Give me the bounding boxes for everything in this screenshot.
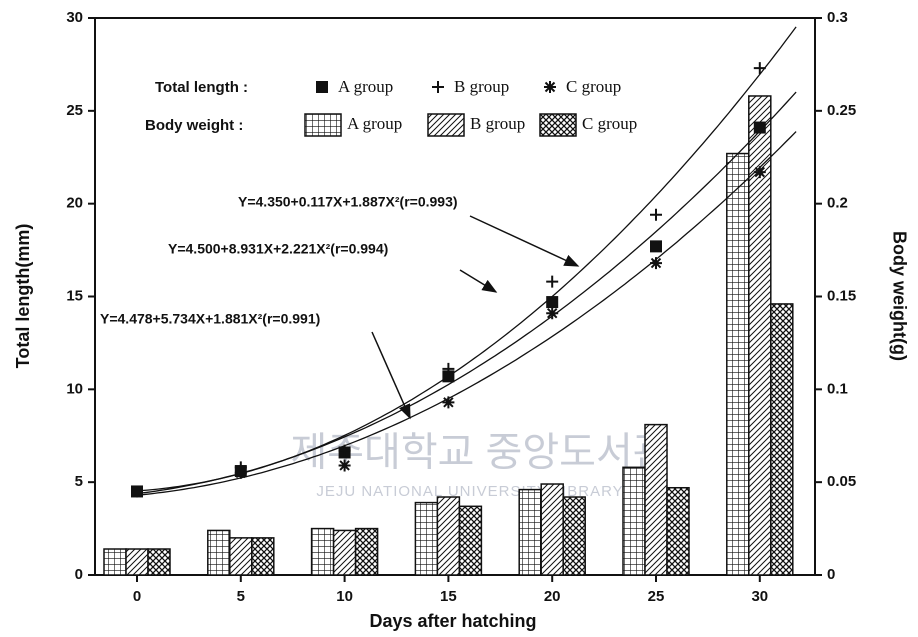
scatter-point [650, 257, 662, 270]
y2-tick-label: 0.05 [827, 473, 856, 490]
x-axis-label: Days after hatching [369, 611, 536, 631]
bar [726, 152, 750, 576]
y-axis-label: Total length(mm) [13, 224, 33, 369]
y2-tick-label: 0.1 [827, 380, 848, 397]
legend-swatch [539, 113, 577, 137]
y-tick-label: 25 [66, 102, 83, 119]
scatter-point [131, 485, 143, 498]
scatter-point [338, 444, 351, 457]
scatter-point [442, 396, 455, 409]
bar [332, 529, 357, 576]
arrow [469, 215, 580, 267]
bar [540, 483, 564, 576]
x-tick-label: 5 [237, 588, 245, 605]
legend-swatch [304, 113, 342, 137]
x-tick-label: 0 [133, 588, 141, 605]
bar [310, 527, 335, 576]
bar [770, 303, 794, 576]
bar [518, 488, 542, 576]
bar [103, 548, 127, 576]
legend-label: C group [566, 77, 621, 96]
y-tick-label: 0 [75, 566, 83, 583]
scatter-point [753, 121, 766, 134]
fit-curve [136, 26, 797, 492]
fit-curve [136, 131, 797, 496]
bar [125, 548, 149, 576]
y-tick-label: 10 [66, 380, 83, 397]
scatter-point [546, 296, 559, 309]
scatter-point [546, 307, 559, 320]
legend-marker [432, 81, 444, 93]
bar [562, 496, 586, 576]
x-tick-label: 15 [440, 588, 457, 605]
y2-tick-label: 0.3 [827, 9, 848, 26]
scatter-point [338, 459, 351, 472]
annotation: Y=4.350+0.117X+1.887X²(r=0.993) [238, 194, 458, 210]
legend-group-title: Body weight : [145, 117, 243, 134]
arrow [371, 331, 411, 420]
y2-tick-label: 0.15 [827, 287, 856, 304]
bar [414, 501, 439, 576]
legend-marker [316, 81, 328, 93]
scatter-point [442, 370, 455, 383]
annotation: Y=4.478+5.734X+1.881X²(r=0.991) [100, 311, 320, 327]
legend-label: B group [454, 77, 509, 96]
y-tick-label: 30 [66, 9, 83, 26]
watermark: 제주대학교 중앙도서관 [290, 431, 669, 475]
scatter-point [753, 166, 766, 179]
legend-marker [544, 81, 556, 93]
annotation: Y=4.500+8.931X+2.221X²(r=0.994) [168, 241, 388, 257]
bar [666, 486, 690, 576]
x-tick-label: 10 [336, 588, 353, 605]
arrow [459, 269, 498, 293]
bar [644, 423, 668, 576]
x-tick-label: 20 [544, 588, 561, 605]
scatter-point [546, 275, 559, 288]
legend-label: A group [347, 114, 402, 133]
x-tick-label: 30 [751, 588, 768, 605]
y2-axis-label: Body weight(g) [889, 231, 909, 361]
legend-group-title: Total length : [155, 79, 248, 96]
bar [354, 527, 379, 576]
y-tick-label: 20 [66, 195, 83, 212]
legend-label: A group [338, 77, 393, 96]
bar [147, 548, 171, 576]
bar [229, 537, 253, 576]
bar [251, 537, 275, 576]
bar [207, 529, 231, 576]
y2-tick-label: 0.2 [827, 195, 848, 212]
scatter-point [650, 208, 662, 221]
bar [622, 466, 646, 576]
scatter-point [442, 362, 455, 375]
bar [458, 505, 483, 576]
y2-tick-label: 0 [827, 566, 835, 583]
scatter-point [234, 466, 247, 479]
y-tick-label: 5 [75, 473, 83, 490]
y-tick-label: 15 [66, 287, 83, 304]
scatter-point [753, 62, 766, 75]
legend-label: B group [470, 114, 525, 133]
legend-label: C group [582, 114, 637, 133]
y2-tick-label: 0.25 [827, 102, 856, 119]
scatter-point [650, 240, 662, 253]
x-tick-label: 25 [648, 588, 665, 605]
bar [436, 496, 461, 576]
legend-swatch [427, 113, 465, 137]
